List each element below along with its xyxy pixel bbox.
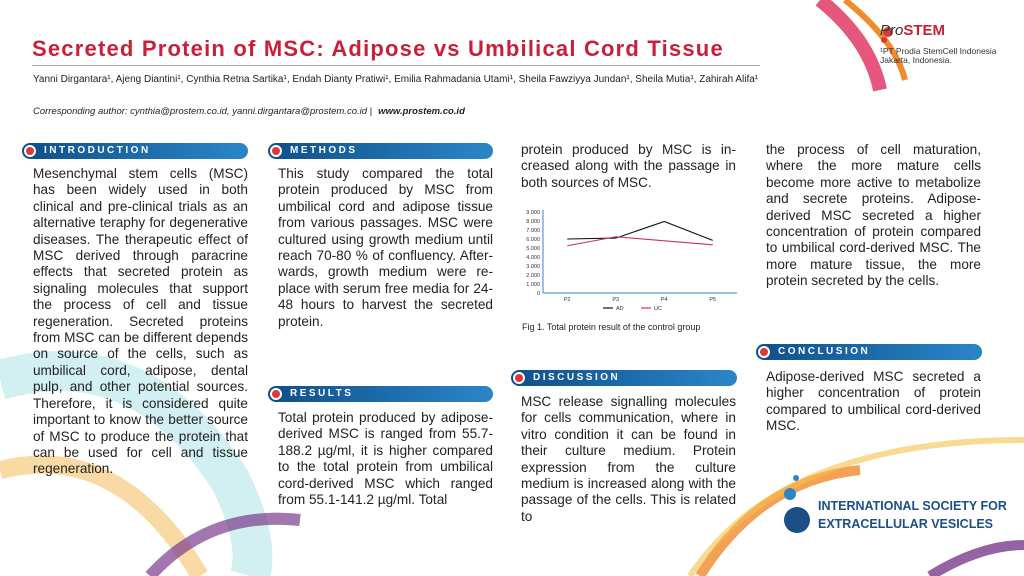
poster-title: Secreted Protein of MSC: Adipose vs Umbi…: [32, 36, 724, 61]
methods-header: METHODS: [268, 143, 493, 159]
x-tick-label: P3: [612, 297, 619, 303]
x-tick-label: P5: [709, 297, 716, 303]
y-tick-label: 9.000: [526, 210, 540, 216]
y-tick-label: 0: [537, 291, 540, 297]
conclusion-text: Adipose-derived MSC secreted a higher co…: [766, 369, 981, 434]
results-title: RESULTS: [290, 388, 354, 399]
logo-pro: Pro: [880, 22, 904, 39]
isev-logo-icon: [784, 507, 810, 533]
website-link[interactable]: www.prostem.co.id: [378, 106, 465, 117]
author-list: Yanni Dirgantara¹, Ajeng Diantini¹, Cynt…: [33, 74, 759, 85]
y-tick-label: 7.000: [526, 228, 540, 234]
isev-line2: EXTRACELLULAR VESICLES: [818, 517, 994, 531]
isev-logo-text: INTERNATIONAL SOCIETY FOR EXTRACELLULAR V…: [818, 497, 1007, 533]
results-text-continued: protein produced by MSC is in­creased al…: [521, 142, 736, 190]
x-tick-label: P2: [564, 297, 571, 303]
affiliation-line2: Jakarta, Indonesia.: [880, 55, 952, 65]
bullet-icon: [24, 145, 36, 157]
discussion-text-continued: the process of cell maturation, where th…: [766, 142, 981, 289]
protein-line-chart: 0 1.000 2.000 3.000 4.000 5.000 6.000 7.000 8.00…: [526, 210, 737, 312]
figure-caption: Fig 1. Total protein result of the contr…: [522, 322, 701, 332]
series-line-uc: [567, 236, 713, 247]
legend-label-ad: AD: [616, 306, 624, 312]
introduction-title: INTRODUCTION: [44, 145, 151, 156]
y-tick-label: 2.000: [526, 273, 540, 279]
bullet-icon: [513, 372, 525, 384]
series-line-ad: [567, 220, 713, 241]
discussion-header: DISCUSSION: [511, 370, 737, 386]
legend-label-uc: UC: [654, 306, 662, 312]
conclusion-title: CONCLUSION: [778, 346, 871, 357]
y-tick-label: 8.000: [526, 219, 540, 225]
corresponding-emails: Corresponding author: cynthia@prostem.co…: [33, 106, 373, 117]
title-divider: [32, 65, 760, 66]
corresponding-author: Corresponding author: cynthia@prostem.co…: [33, 106, 465, 117]
prostem-logo-icon: [883, 27, 893, 37]
affiliation: ¹PT Prodia StemCell Indonesia Jakarta, In…: [880, 47, 997, 65]
methods-text: This study compared the total protein pr…: [278, 166, 493, 329]
discussion-text: MSC release signalling mole­cules for ce…: [521, 394, 736, 524]
introduction-text: Mesenchymal stem cells (MSC) has been wi…: [33, 166, 248, 477]
bullet-icon: [270, 145, 282, 157]
y-tick-label: 3.000: [526, 264, 540, 270]
introduction-header: INTRODUCTION: [22, 143, 248, 159]
bullet-icon: [758, 346, 770, 358]
results-header: RESULTS: [268, 386, 493, 402]
prostem-logo: ProSTEM: [880, 22, 945, 39]
x-tick-label: P4: [661, 297, 668, 303]
logo-stem: STEM: [903, 22, 946, 39]
y-tick-label: 1.000: [526, 282, 540, 288]
conclusion-header: CONCLUSION: [756, 344, 982, 360]
y-tick-label: 4.000: [526, 255, 540, 261]
results-text: Total protein produced by adi­pose-deriv…: [278, 410, 493, 508]
bullet-icon: [270, 388, 282, 400]
isev-line1: INTERNATIONAL SOCIETY FOR: [818, 499, 1007, 513]
y-tick-label: 5.000: [526, 246, 540, 252]
y-tick-label: 6.000: [526, 237, 540, 243]
methods-title: METHODS: [290, 145, 358, 156]
discussion-title: DISCUSSION: [533, 372, 621, 383]
affiliation-line1: ¹PT Prodia StemCell Indonesia: [880, 46, 997, 56]
